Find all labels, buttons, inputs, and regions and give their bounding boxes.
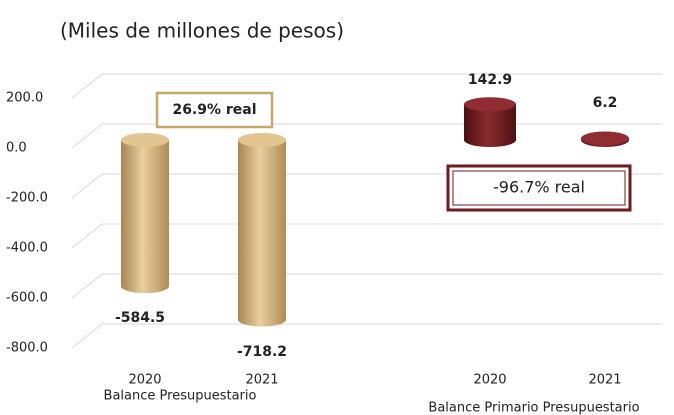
bar	[464, 104, 516, 147]
bar-top	[121, 133, 169, 147]
annotation: 26.9% real	[172, 102, 256, 118]
grid-line	[71, 73, 662, 99]
bar	[238, 140, 286, 327]
value-label: 6.2	[593, 95, 618, 111]
annotation-box	[446, 164, 632, 212]
grid-line	[71, 273, 662, 299]
y-tick-label: -600.0	[6, 291, 48, 306]
grid-line	[71, 323, 662, 349]
value-label: 142.9	[468, 72, 512, 88]
value-label: -718.2	[237, 344, 287, 360]
x-tick-label: 2021	[245, 373, 278, 388]
y-tick-label: 0.0	[6, 141, 27, 156]
annotation: -96.7% real	[493, 178, 585, 197]
value-label: -584.5	[115, 310, 165, 326]
y-tick-label: -200.0	[6, 191, 48, 206]
annotation-inner	[452, 170, 626, 206]
group-label: Balance Primario Presupuestario	[428, 401, 639, 415]
x-tick-label: 2020	[473, 373, 506, 388]
grid-line	[71, 223, 662, 249]
group-label: Balance Presupuestario	[104, 389, 257, 404]
y-tick-label: -400.0	[6, 241, 48, 256]
y-tick-label: 200.0	[6, 91, 43, 106]
y-tick-label: -800.0	[6, 341, 48, 356]
x-tick-label: 2020	[128, 373, 161, 388]
bar-top	[238, 133, 286, 147]
chart-subtitle: (Miles de millones de pesos)	[60, 19, 344, 43]
bar	[121, 140, 169, 294]
annotation-box	[155, 91, 274, 129]
x-tick-label: 2021	[588, 373, 621, 388]
bar-top	[581, 131, 629, 146]
bar-top	[464, 97, 516, 112]
